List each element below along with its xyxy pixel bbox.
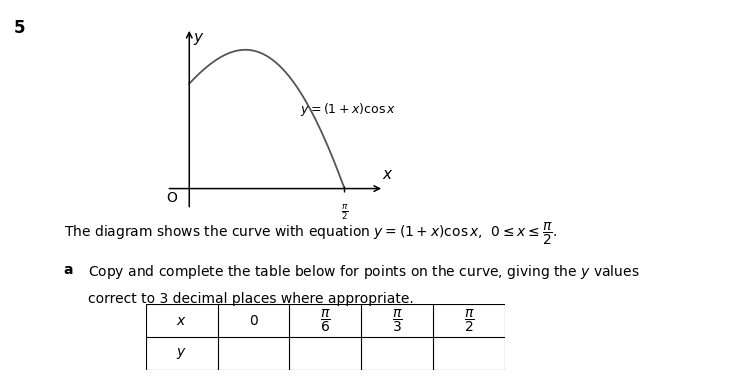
Text: $0$: $0$ (248, 314, 259, 328)
Text: 5: 5 (13, 19, 25, 37)
Text: a: a (64, 263, 73, 277)
Text: $y = (1 + x)\cos x$: $y = (1 + x)\cos x$ (300, 101, 396, 118)
Text: O: O (166, 191, 177, 205)
Text: $\frac{\pi}{2}$: $\frac{\pi}{2}$ (340, 202, 349, 222)
Text: correct to 3 decimal places where appropriate.: correct to 3 decimal places where approp… (88, 292, 414, 306)
Text: $\dfrac{\pi}{6}$: $\dfrac{\pi}{6}$ (320, 308, 331, 334)
Text: Copy and complete the table below for points on the curve, giving the $y$ values: Copy and complete the table below for po… (88, 263, 640, 281)
Text: $\dfrac{\pi}{2}$: $\dfrac{\pi}{2}$ (464, 308, 474, 334)
Text: y: y (193, 30, 202, 45)
Text: $\dfrac{\pi}{3}$: $\dfrac{\pi}{3}$ (392, 308, 402, 334)
Text: The diagram shows the curve with equation $y = (1 + x)\cos x$,  $0 \leq x \leq \: The diagram shows the curve with equatio… (64, 221, 557, 248)
Text: $x$: $x$ (177, 314, 187, 328)
Text: $y$: $y$ (177, 346, 187, 361)
Text: x: x (382, 167, 391, 182)
